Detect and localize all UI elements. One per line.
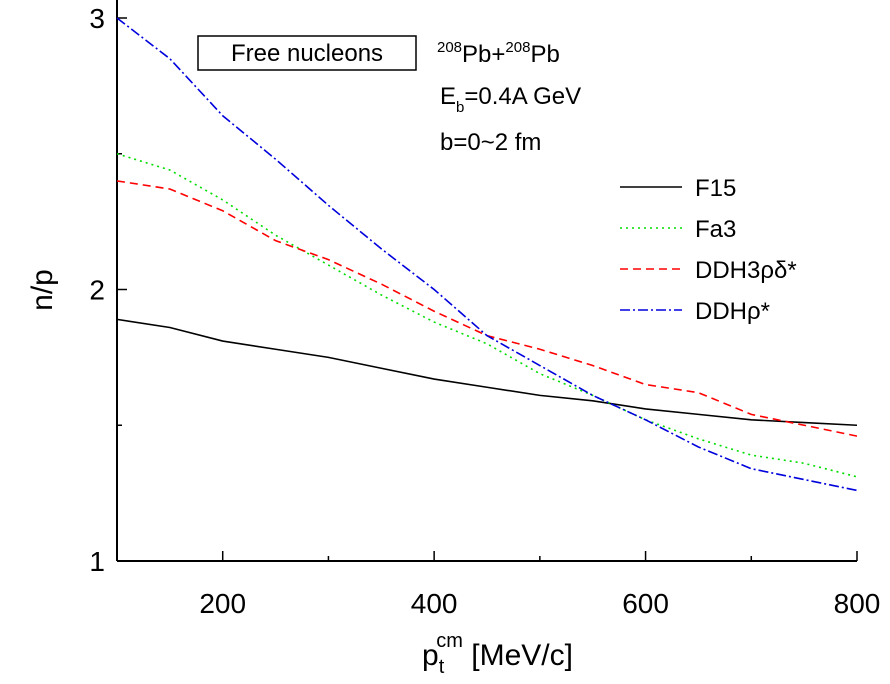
reaction: 208Pb+208Pb	[437, 39, 560, 68]
superscript: 208	[505, 39, 530, 56]
x-tick-label: 400	[411, 588, 458, 619]
y-tick-label: 3	[89, 3, 105, 34]
superscript: 208	[437, 39, 462, 56]
x-tick-label: 200	[199, 588, 246, 619]
text: E	[440, 83, 456, 110]
legend-label: F15	[695, 175, 736, 202]
x-tick-label: 600	[622, 588, 669, 619]
legend-label: Fa3	[695, 216, 736, 243]
text: =0.4A GeV	[464, 83, 581, 110]
text: p	[422, 639, 439, 672]
legend-label: DDHρ*	[695, 298, 770, 325]
series-line	[116, 17, 858, 492]
superscript: cm	[436, 630, 463, 652]
y-axis-label: n/p	[26, 269, 59, 311]
energy: Eb=0.4A GeV	[440, 83, 581, 116]
x-axis-label: pt cm [MeV/c]	[422, 630, 573, 678]
label-box	[197, 35, 417, 71]
text: Pb	[530, 41, 559, 68]
text: Pb+	[462, 41, 505, 68]
x-tick-label: 800	[834, 588, 881, 619]
text: [MeV/c]	[463, 639, 573, 672]
y-tick-label: 1	[89, 546, 105, 577]
box-label: Free nucleons	[231, 40, 383, 67]
y-tick-label: 2	[89, 275, 105, 306]
subscript: t	[439, 656, 445, 678]
legend-label: DDH3ρδ*	[695, 257, 797, 284]
impact: b=0~2 fm	[440, 129, 541, 156]
subscript: b	[456, 99, 464, 116]
series-line	[116, 318, 858, 427]
